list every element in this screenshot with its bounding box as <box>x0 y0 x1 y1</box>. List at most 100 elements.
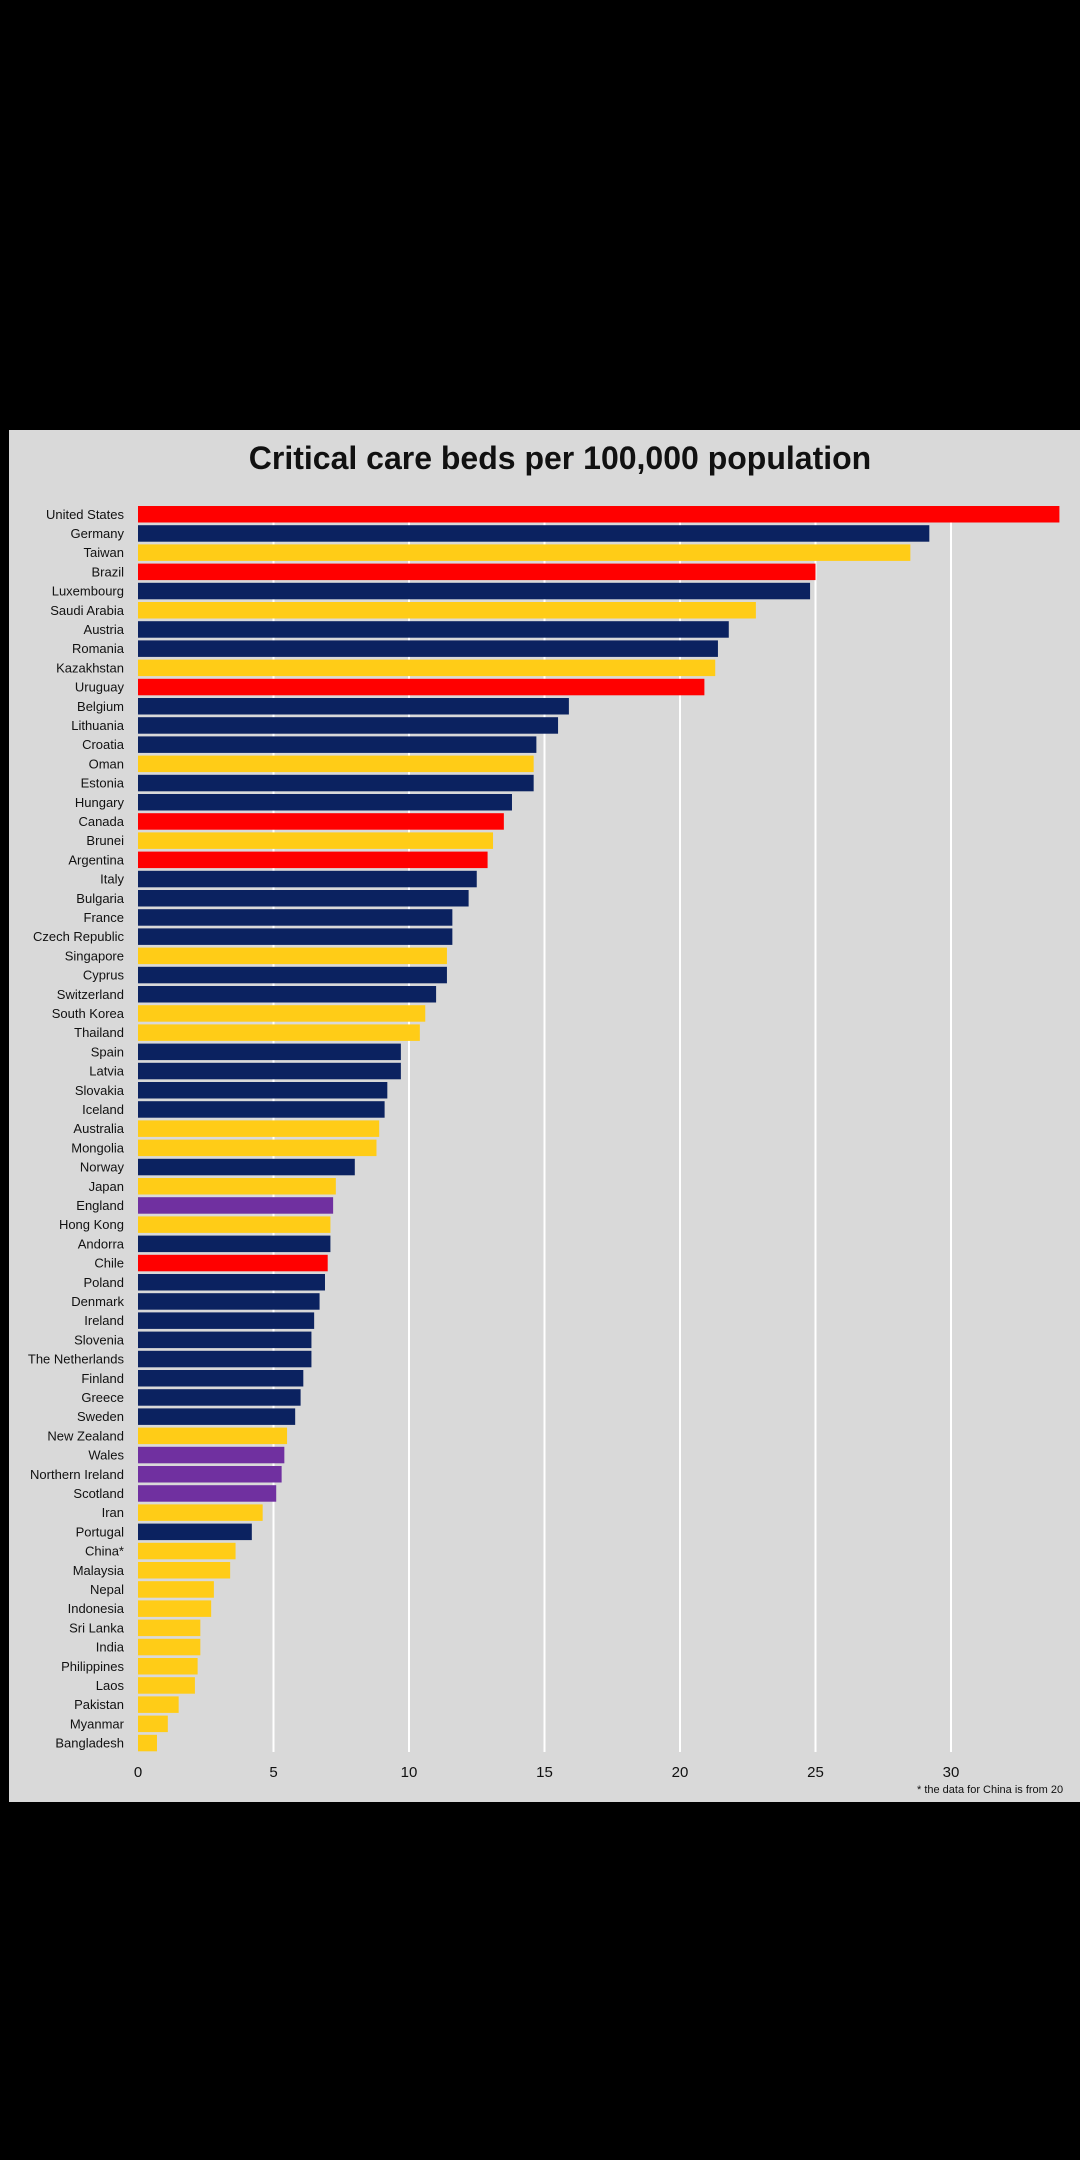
bar-portugal <box>138 1523 252 1541</box>
bar-slovenia <box>138 1331 312 1349</box>
category-label: Japan <box>89 1179 124 1194</box>
category-label: Malaysia <box>73 1563 125 1578</box>
bar-thailand <box>138 1024 420 1041</box>
category-label: Canada <box>78 814 124 829</box>
category-label: Cyprus <box>83 968 125 983</box>
category-label: Northern Ireland <box>30 1467 124 1482</box>
category-label: Latvia <box>89 1064 124 1079</box>
x-tick-label: 15 <box>536 1764 553 1781</box>
bar-brunei <box>138 832 494 849</box>
bar-greece <box>138 1389 301 1406</box>
bar-estonia <box>138 774 534 792</box>
category-label: Spain <box>91 1044 124 1059</box>
category-label: Pakistan <box>74 1697 124 1712</box>
category-label: Laos <box>96 1678 125 1693</box>
bar-romania <box>138 640 718 657</box>
bar-hong-kong <box>138 1216 331 1233</box>
bar-india <box>138 1638 201 1656</box>
category-label: China* <box>85 1544 124 1559</box>
category-label: New Zealand <box>47 1428 124 1443</box>
bars <box>138 506 1060 1752</box>
category-label: Philippines <box>61 1659 124 1674</box>
bar-norway <box>138 1158 355 1176</box>
category-label: Scotland <box>73 1486 124 1501</box>
category-label: Austria <box>84 622 125 637</box>
category-label: Singapore <box>65 948 124 963</box>
bar-denmark <box>138 1293 320 1310</box>
bar-oman <box>138 755 534 773</box>
bar-bangladesh <box>138 1734 157 1752</box>
x-axis-ticks: 0510152025303 <box>134 1764 960 1781</box>
bar-iran <box>138 1504 263 1521</box>
category-label: Estonia <box>81 776 125 791</box>
bar-spain <box>138 1043 401 1061</box>
bar-wales <box>138 1446 285 1464</box>
bar-england <box>138 1197 334 1214</box>
category-label: Myanmar <box>70 1716 125 1731</box>
category-label: Australia <box>73 1121 124 1136</box>
bar-chile <box>138 1254 328 1272</box>
category-label: Czech Republic <box>33 929 125 944</box>
category-label: Italy <box>100 872 124 887</box>
category-label: England <box>76 1198 124 1213</box>
category-label: Brazil <box>91 564 124 579</box>
category-label: Sri Lanka <box>69 1620 125 1635</box>
x-tick-label: 30 <box>943 1764 960 1781</box>
bar-brazil <box>138 563 816 581</box>
bar-south-korea <box>138 1005 426 1022</box>
category-label: Belgium <box>77 699 124 714</box>
category-label: Hungary <box>75 795 125 810</box>
category-label: Bangladesh <box>55 1736 124 1751</box>
bar-scotland <box>138 1485 277 1502</box>
category-label: France <box>84 910 124 925</box>
category-label: South Korea <box>52 1006 125 1021</box>
bar-lithuania <box>138 717 559 734</box>
bar-austria <box>138 621 729 638</box>
x-tick-label: 25 <box>807 1764 824 1781</box>
category-label: Lithuania <box>71 718 125 733</box>
category-label: Denmark <box>71 1294 124 1309</box>
category-labels: United States Germany Taiwan Brazil Luxembou… <box>28 507 125 1751</box>
bar-nepal <box>138 1581 214 1598</box>
bar-argentina <box>138 851 488 869</box>
bar-czech-republic <box>138 928 453 945</box>
bar-united-states <box>138 506 1060 523</box>
bar-cyprus <box>138 966 447 984</box>
bar-croatia <box>138 736 537 753</box>
category-label: Finland <box>81 1371 124 1386</box>
bar-indonesia <box>138 1600 212 1617</box>
category-label: Slovakia <box>75 1083 125 1098</box>
bar-china <box>138 1542 236 1560</box>
category-label: Uruguay <box>75 680 125 695</box>
category-label: Ireland <box>84 1313 124 1328</box>
x-tick-label: 20 <box>672 1764 689 1781</box>
category-label: Kazakhstan <box>56 660 124 675</box>
category-label: Sweden <box>77 1409 124 1424</box>
category-label: Andorra <box>78 1236 125 1251</box>
bar-northern-ireland <box>138 1466 282 1483</box>
bar-kazakhstan <box>138 659 716 677</box>
category-label: Poland <box>84 1275 124 1290</box>
category-label: Iran <box>102 1505 124 1520</box>
category-label: Brunei <box>86 833 124 848</box>
bar-taiwan <box>138 544 911 561</box>
bar-canada <box>138 813 504 830</box>
bar-ireland <box>138 1312 315 1329</box>
bar-myanmar <box>138 1715 168 1733</box>
category-label: Portugal <box>76 1524 125 1539</box>
bar-hungary <box>138 794 512 811</box>
category-label: Oman <box>89 756 124 771</box>
x-tick-label: 0 <box>134 1764 142 1781</box>
bar-new-zealand <box>138 1427 288 1445</box>
bar-italy <box>138 870 477 888</box>
category-label: Indonesia <box>68 1601 125 1616</box>
category-label: Switzerland <box>57 987 124 1002</box>
bar-philippines <box>138 1658 198 1675</box>
category-label: Argentina <box>68 852 124 867</box>
category-label: Chile <box>94 1256 124 1271</box>
bar-slovakia <box>138 1082 388 1099</box>
bar-pakistan <box>138 1696 179 1713</box>
category-label: Thailand <box>74 1025 124 1040</box>
category-label: Saudi Arabia <box>50 603 124 618</box>
